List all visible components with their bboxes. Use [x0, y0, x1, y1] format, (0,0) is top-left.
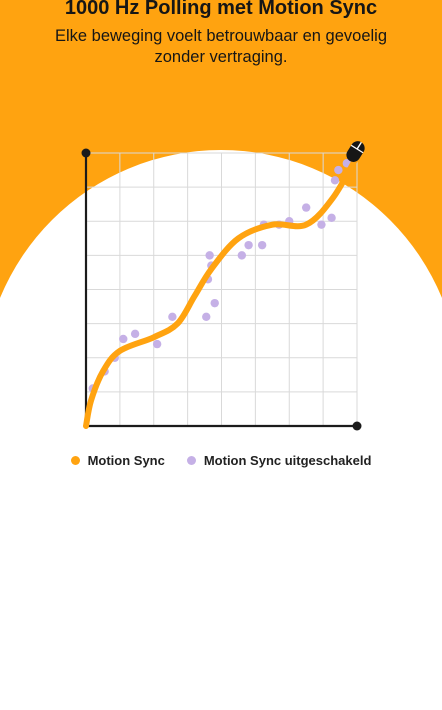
x-axis-end-dot	[352, 421, 362, 431]
scatter-point	[317, 220, 326, 229]
scatter-point	[327, 213, 336, 223]
scatter-point	[152, 339, 162, 349]
scatter-point	[210, 298, 219, 308]
scatter-point	[330, 176, 340, 185]
legend-label-motion-sync-uitgeschakeld: Motion Sync uitgeschakeld	[203, 452, 372, 468]
computer-mouse-icon	[346, 141, 365, 162]
legend-swatch-motion-sync	[70, 455, 80, 465]
scatter-point	[244, 240, 253, 250]
legend-label-motion-sync: Motion Sync	[87, 452, 165, 468]
chart-grid	[86, 152, 358, 426]
line-motion-sync	[83, 153, 360, 429]
scatter-point	[130, 329, 140, 339]
scatter-point	[334, 165, 343, 175]
page-subtitle: Elke beweging voelt betrouwbaar en gevoe…	[54, 27, 388, 66]
legend-entry-motion-sync-uitgeschakeld: Motion Sync uitgeschakeld	[186, 452, 372, 468]
legend-swatch-motion-sync-uitgeschakeld	[186, 455, 196, 465]
y-axis-end-dot	[81, 148, 91, 158]
scatter-point	[119, 334, 128, 344]
chart	[81, 141, 365, 431]
scatter-point	[237, 251, 247, 260]
scatter-point	[257, 240, 267, 250]
chart-axes	[81, 148, 362, 431]
scatter-point	[202, 312, 211, 321]
page-title: 1000 Hz Polling met Motion Sync	[64, 0, 378, 19]
scatter-point	[168, 312, 177, 321]
chart-legend: Motion Sync Motion Sync uitgeschakeld	[0, 450, 442, 470]
scatter-point	[301, 203, 311, 212]
series-motion-sync	[83, 153, 360, 429]
legend-entry-motion-sync: Motion Sync	[70, 452, 165, 468]
scatter-point	[205, 251, 214, 260]
